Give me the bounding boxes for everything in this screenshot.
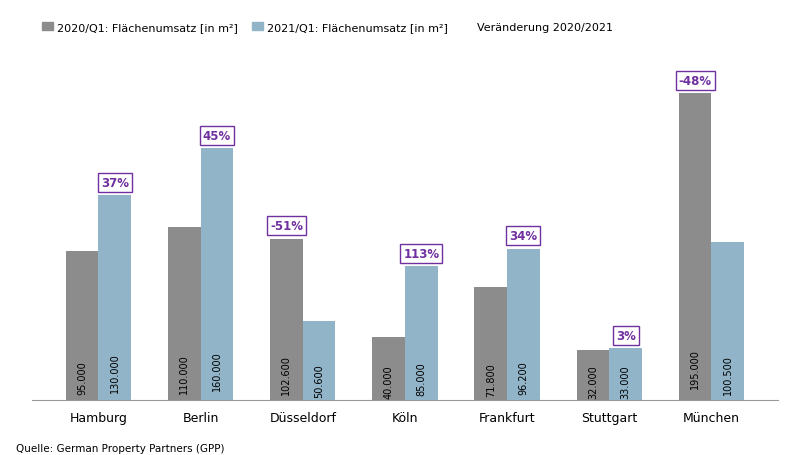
Bar bbox=[679, 94, 711, 400]
Text: -51%: -51% bbox=[270, 220, 303, 233]
Text: 40.000: 40.000 bbox=[384, 364, 394, 398]
Text: 85.000: 85.000 bbox=[416, 361, 426, 395]
Legend: 2020/Q1: Flächenumsatz [in m²], 2021/Q1: Flächenumsatz [in m²], Veränderung 2020: 2020/Q1: Flächenumsatz [in m²], 2021/Q1:… bbox=[37, 19, 617, 37]
Bar bbox=[201, 149, 233, 400]
Text: 102.600: 102.600 bbox=[281, 354, 291, 394]
Text: 195.000: 195.000 bbox=[690, 349, 700, 388]
Text: 71.800: 71.800 bbox=[486, 362, 495, 396]
Bar bbox=[711, 243, 744, 400]
Bar bbox=[372, 338, 405, 400]
Text: -48%: -48% bbox=[679, 75, 711, 88]
Bar bbox=[168, 228, 201, 400]
Text: 34%: 34% bbox=[510, 230, 538, 243]
Bar bbox=[98, 196, 131, 400]
Bar bbox=[609, 349, 642, 400]
Text: 32.000: 32.000 bbox=[588, 365, 598, 399]
Text: 37%: 37% bbox=[101, 177, 129, 190]
Text: 45%: 45% bbox=[202, 130, 231, 142]
Bar bbox=[507, 249, 540, 400]
Text: 160.000: 160.000 bbox=[212, 351, 222, 390]
Bar bbox=[405, 267, 437, 400]
Text: 130.000: 130.000 bbox=[110, 353, 120, 392]
Text: 95.000: 95.000 bbox=[77, 361, 87, 394]
Bar bbox=[66, 251, 98, 400]
Bar bbox=[475, 288, 507, 400]
Bar bbox=[303, 321, 335, 400]
Text: 96.200: 96.200 bbox=[518, 361, 529, 394]
Text: 3%: 3% bbox=[615, 329, 636, 342]
Bar bbox=[576, 350, 609, 400]
Text: 33.000: 33.000 bbox=[621, 365, 630, 398]
Text: 100.500: 100.500 bbox=[723, 354, 733, 394]
Text: 110.000: 110.000 bbox=[179, 354, 189, 394]
Text: 113%: 113% bbox=[403, 248, 439, 261]
Bar bbox=[270, 239, 303, 400]
Text: 50.600: 50.600 bbox=[314, 364, 324, 397]
Text: Quelle: German Property Partners (GPP): Quelle: German Property Partners (GPP) bbox=[16, 443, 225, 453]
